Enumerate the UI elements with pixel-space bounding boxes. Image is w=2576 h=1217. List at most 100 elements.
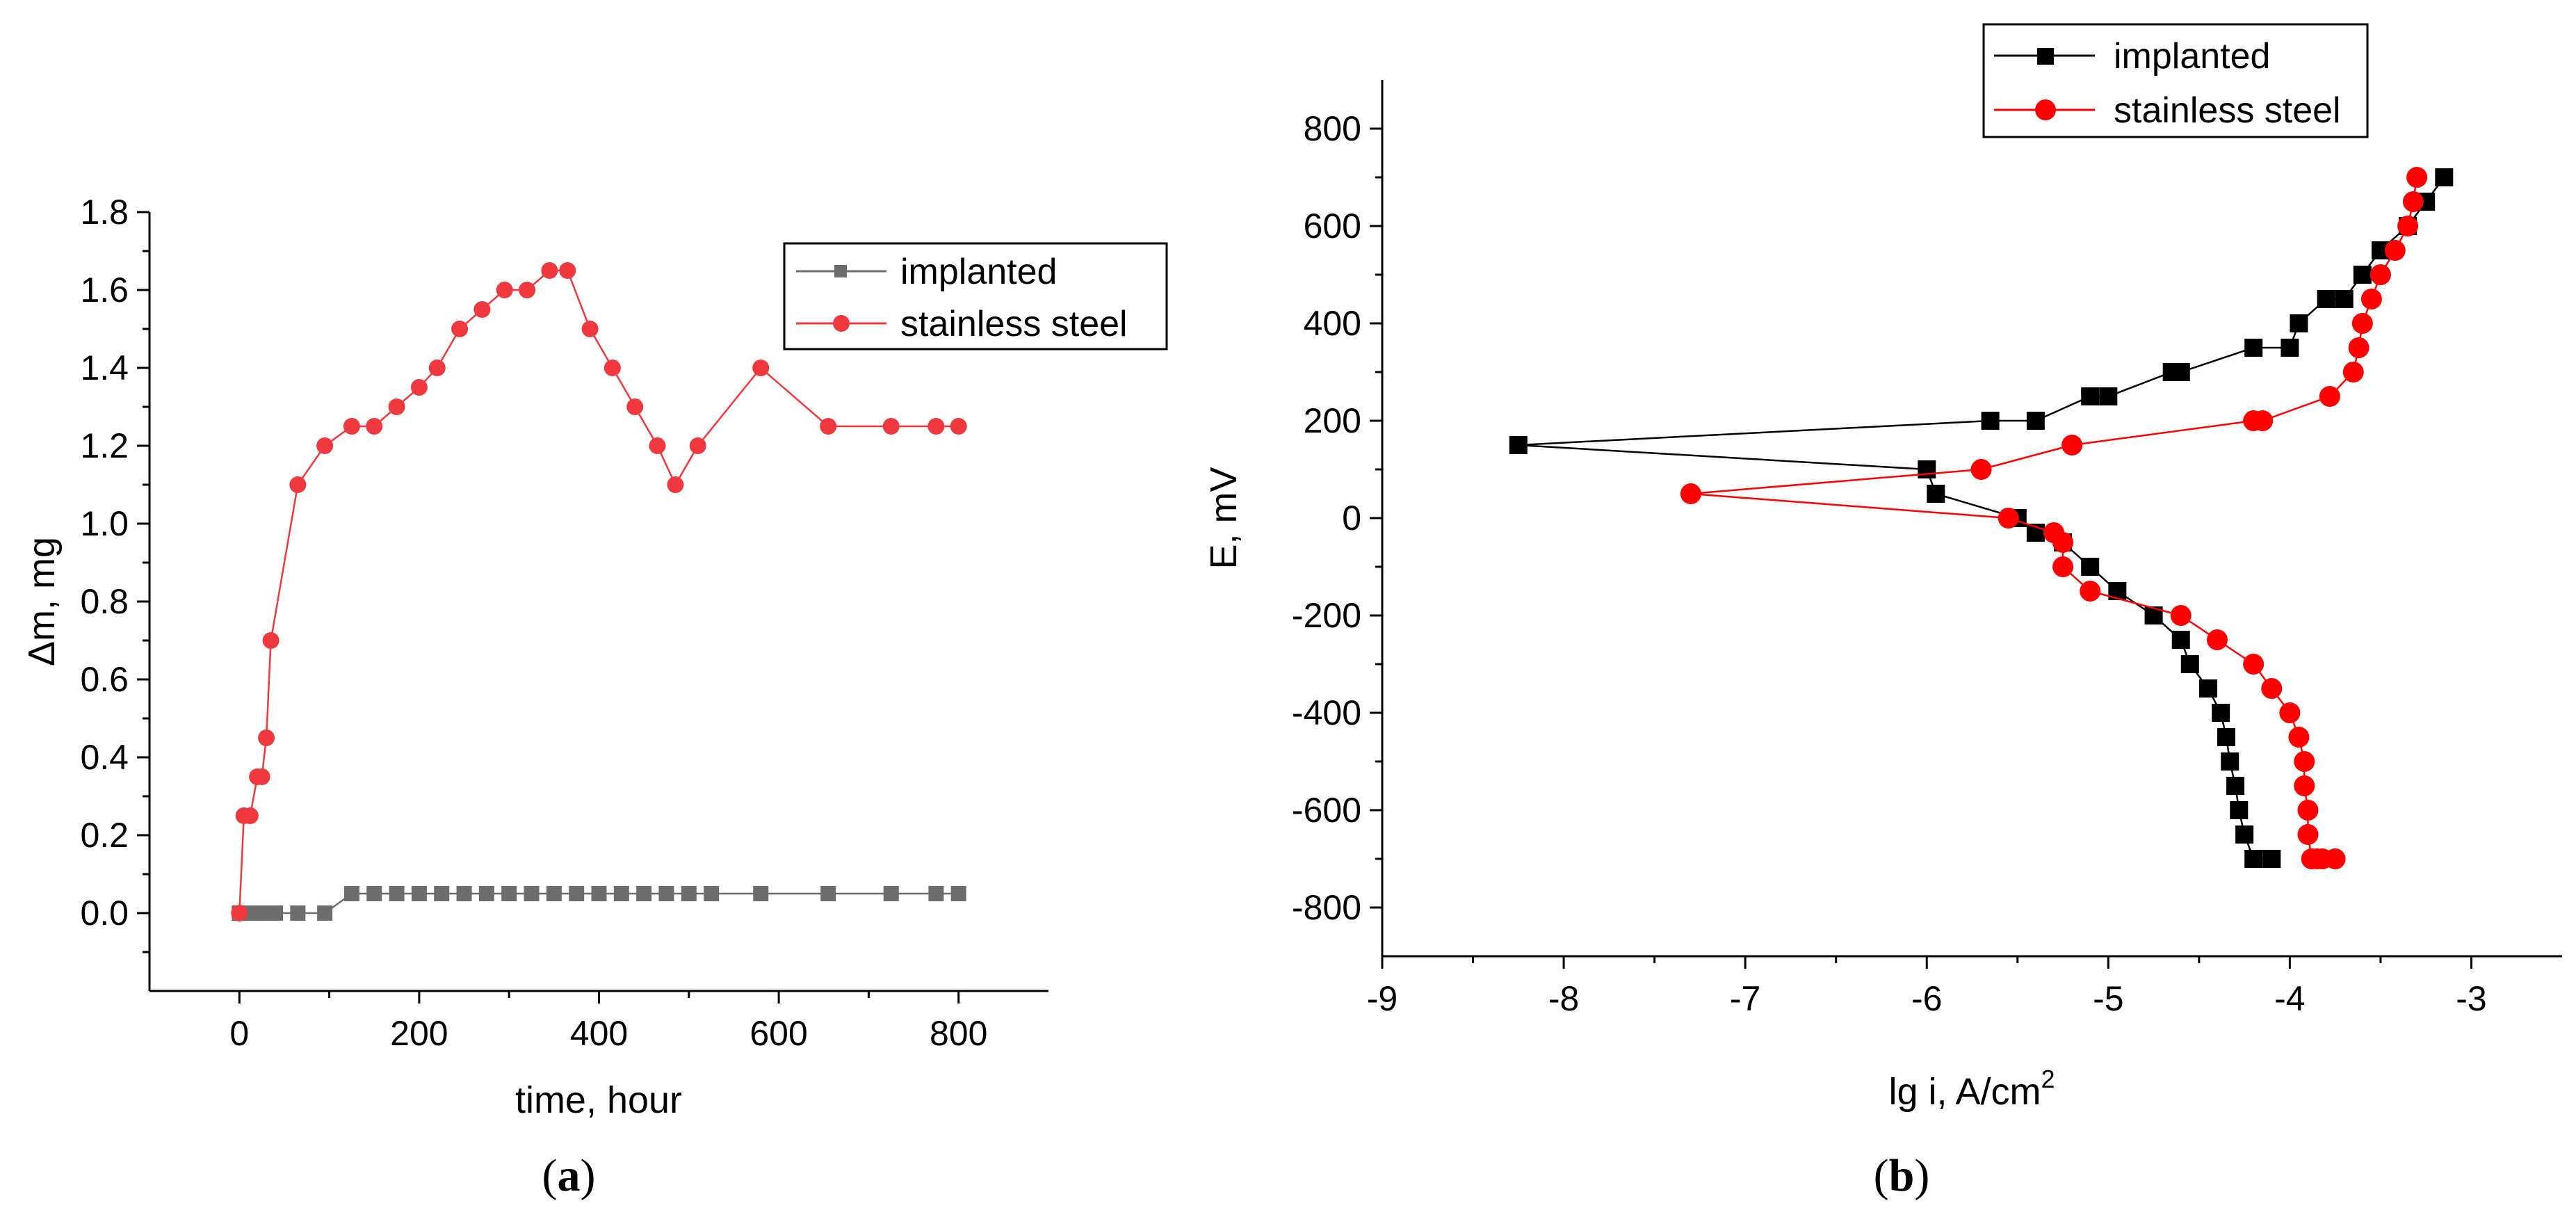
panel-a-caption-close: ) bbox=[581, 1150, 596, 1201]
panel-a-x-axis-title: time, hour bbox=[515, 1079, 682, 1121]
panel-a-stainless-steel-point bbox=[541, 262, 558, 279]
panel-a: 0 200 400 600 800 0.0 0.2 0.4 0.6 0.8 1.0 1.2 1.4 1.6… bbox=[21, 193, 1168, 1201]
panel-b-implanted-point bbox=[2244, 339, 2263, 357]
panel-b-implanted-point bbox=[2353, 266, 2372, 284]
panel-b-stainless-steel-point bbox=[1998, 508, 2019, 529]
panel-a-stainless-steel-point bbox=[689, 437, 706, 454]
panel-b-x-tick-label: -5 bbox=[2093, 979, 2123, 1018]
panel-b-tick-labels: -9 -8 -7 -6 -5 -4 -3 -800 -600 -400 -200 0 200 400 600… bbox=[1292, 109, 2487, 1018]
panel-a-stainless-steel-point bbox=[882, 418, 900, 435]
panel-a-stainless-steel-point bbox=[820, 418, 837, 435]
panel-a-implanted-point bbox=[290, 905, 306, 921]
panel-a-implanted-point bbox=[591, 886, 607, 901]
panel-b-stainless-steel-point bbox=[2288, 727, 2310, 748]
panel-a-x-tick-label: 200 bbox=[390, 1014, 448, 1053]
panel-b-stainless-steel-point bbox=[2206, 629, 2228, 650]
panel-b-stainless-steel-point bbox=[2052, 532, 2074, 553]
panel-b-legend-steel-marker bbox=[2035, 99, 2056, 120]
panel-b-x-tick-label: -8 bbox=[1548, 979, 1579, 1018]
panel-b-stainless-steel-point bbox=[2319, 386, 2340, 407]
panel-b-implanted-point bbox=[2171, 631, 2190, 649]
panel-a-y-tick-label: 1.4 bbox=[80, 348, 129, 387]
panel-b-stainless-steel-point bbox=[2261, 678, 2283, 699]
panel-b-implanted-point bbox=[2212, 704, 2230, 722]
panel-b-implanted-point bbox=[2290, 314, 2308, 332]
panel-a-implanted-point bbox=[317, 905, 333, 921]
panel-a-y-tick-label: 1.2 bbox=[80, 426, 129, 465]
panel-a-stainless-steel-point bbox=[388, 398, 405, 415]
panel-b-y-tick-label: 600 bbox=[1304, 207, 1361, 245]
panel-a-stainless-steel-point bbox=[950, 418, 967, 435]
panel-b-implanted-point bbox=[2281, 339, 2299, 357]
panel-b-caption-letter: b bbox=[1889, 1150, 1915, 1201]
panel-b-y-tick-label: -400 bbox=[1292, 693, 1361, 732]
panel-a-stainless-steel-point bbox=[316, 437, 334, 454]
panel-b-implanted-point bbox=[2226, 777, 2245, 795]
panel-b-stainless-steel-point bbox=[2342, 362, 2364, 382]
panel-b-stainless-steel-point bbox=[2384, 240, 2406, 261]
panel-a-x-tick-label: 400 bbox=[570, 1014, 628, 1053]
panel-b-stainless-steel-point bbox=[2061, 435, 2083, 456]
panel-a-implanted-point bbox=[820, 886, 836, 901]
panel-a-stainless-steel-point bbox=[366, 418, 383, 435]
panel-b-stainless-steel-point bbox=[2243, 410, 2265, 431]
panel-a-implanted-point bbox=[636, 886, 652, 901]
panel-b-ticks bbox=[1370, 127, 2472, 969]
panel-a-legend-steel-label: stainless steel bbox=[900, 304, 1128, 344]
panel-a-y-tick-label: 1.8 bbox=[80, 193, 129, 232]
panel-a-stainless-steel-point bbox=[927, 418, 945, 435]
panel-a-stainless-steel-point bbox=[649, 437, 666, 454]
panel-a-implanted-point bbox=[883, 886, 899, 901]
panel-b-stainless-steel-point bbox=[2297, 800, 2319, 821]
panel-b-implanted-point bbox=[2180, 655, 2199, 673]
panel-a-stainless-steel-point bbox=[258, 730, 275, 746]
panel-b-implanted-point bbox=[2081, 558, 2100, 576]
panel-b-y-tick-label: 0 bbox=[1342, 499, 1361, 538]
panel-b-legend-implanted-marker bbox=[2037, 48, 2054, 65]
panel-a-implanted-point bbox=[366, 886, 382, 901]
panel-a-stainless-steel-point bbox=[343, 418, 360, 435]
panel-b-stainless-steel-point bbox=[2294, 775, 2315, 796]
panel-a-caption: (a) bbox=[542, 1150, 596, 1201]
panel-a-implanted-point bbox=[343, 886, 359, 901]
panel-a-y-tick-label: 0.0 bbox=[80, 894, 129, 933]
panel-a-legend-implanted-label: implanted bbox=[900, 252, 1057, 292]
panel-b-implanted-point bbox=[2026, 412, 2045, 430]
panel-b-stainless-steel-point bbox=[2297, 824, 2319, 845]
panel-b-stainless-steel-point bbox=[2294, 751, 2315, 772]
panel-a-tick-labels: 0 200 400 600 800 0.0 0.2 0.4 0.6 0.8 1.0 1.2 1.4 1.6… bbox=[80, 193, 987, 1053]
panel-a-y-tick-label: 0.6 bbox=[80, 660, 129, 699]
panel-a-legend-implanted-marker bbox=[834, 265, 847, 277]
panel-a-y-tick-label: 0.8 bbox=[80, 582, 129, 621]
panel-b-implanted-point bbox=[2335, 290, 2354, 308]
panel-a-stainless-steel-point bbox=[231, 905, 248, 921]
panel-b-implanted-point bbox=[2235, 825, 2254, 844]
panel-b: -9 -8 -7 -6 -5 -4 -3 -800 -600 -400 -200 0 200 400 600… bbox=[1203, 23, 2562, 1201]
panel-b-stainless-steel-point bbox=[1970, 459, 1992, 480]
panel-a-caption-letter: a bbox=[558, 1150, 581, 1201]
panel-a-implanted-point bbox=[478, 886, 494, 901]
panel-a-legend-steel-marker bbox=[833, 315, 850, 332]
panel-a-stainless-steel-line bbox=[238, 269, 959, 914]
panel-b-implanted-point bbox=[2262, 850, 2281, 868]
panel-a-series bbox=[231, 262, 967, 921]
panel-b-y-tick-label: -800 bbox=[1292, 888, 1361, 927]
panel-b-y-tick-label: -200 bbox=[1292, 596, 1361, 635]
panel-b-stainless-steel-point bbox=[2243, 654, 2265, 675]
panel-a-implanted-point bbox=[434, 886, 450, 901]
panel-b-implanted-point bbox=[1981, 412, 2000, 430]
panel-b-implanted-point bbox=[2230, 801, 2249, 819]
panel-a-ticks bbox=[137, 211, 960, 1004]
panel-b-legend-implanted-label: implanted bbox=[2114, 36, 2270, 76]
panel-a-implanted-point bbox=[613, 886, 629, 901]
panel-a-implanted-point bbox=[411, 886, 427, 901]
panel-b-x-tick-label: -3 bbox=[2456, 979, 2486, 1018]
panel-a-stainless-steel-point bbox=[253, 768, 270, 785]
panel-b-stainless-steel-point bbox=[2080, 581, 2101, 602]
panel-a-implanted-point bbox=[658, 886, 674, 901]
panel-a-implanted-point bbox=[546, 886, 562, 901]
panel-b-caption-close: ) bbox=[1914, 1150, 1929, 1201]
panel-a-stainless-steel-point bbox=[473, 301, 491, 318]
panel-b-y-tick-label: 800 bbox=[1304, 109, 1361, 148]
